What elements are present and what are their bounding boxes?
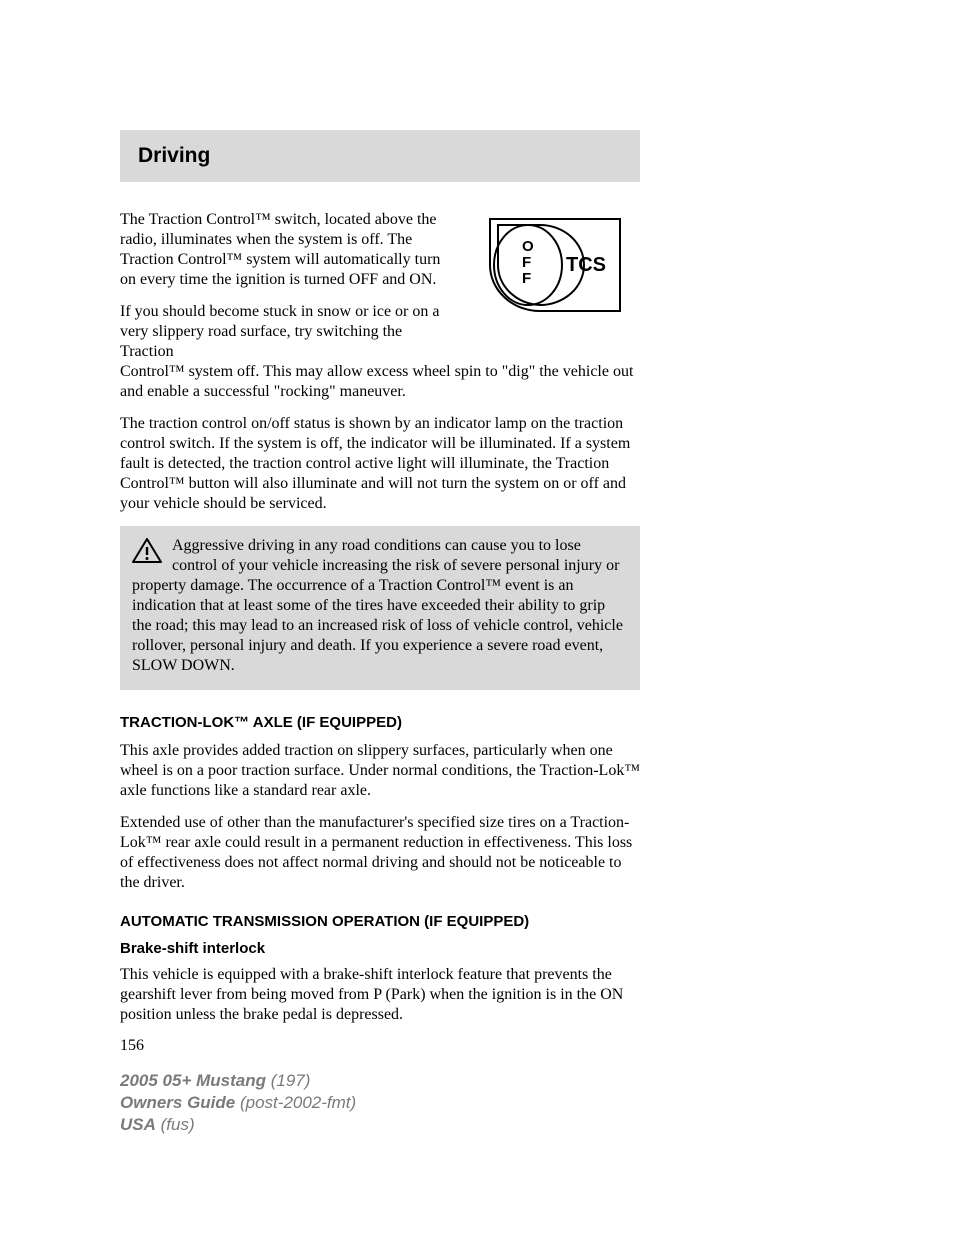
footer-line-2: Owners Guide (post-2002-fmt) [120, 1092, 356, 1114]
paragraph-1: The Traction Control™ switch, located ab… [120, 210, 450, 290]
footer-region: USA [120, 1115, 156, 1134]
traction-lok-p2: Extended use of other than the manufactu… [120, 813, 640, 893]
tcs-switch-figure: O F F TCS [470, 206, 640, 326]
paragraph-2b: Control™ system off. This may allow exce… [120, 362, 640, 402]
intro-text-column: The Traction Control™ switch, located ab… [120, 210, 450, 362]
page-content: Driving The Traction Control™ switch, lo… [120, 130, 640, 1055]
svg-text:F: F [522, 254, 531, 271]
heading-traction-lok: TRACTION-LOK™ AXLE (IF EQUIPPED) [120, 714, 640, 731]
paragraph-3: The traction control on/off status is sh… [120, 414, 640, 514]
tcs-switch-icon: O F F TCS [480, 211, 630, 321]
section-header-box: Driving [120, 130, 640, 182]
footer-code-3: (fus) [161, 1115, 195, 1134]
paragraph-2a: If you should become stuck in snow or ic… [120, 302, 450, 362]
footer-line-3: USA (fus) [120, 1114, 356, 1136]
page-number: 156 [120, 1037, 640, 1055]
section-title: Driving [138, 144, 622, 168]
svg-text:TCS: TCS [566, 254, 606, 276]
footer-code-2: (post-2002-fmt) [240, 1093, 356, 1112]
footer-code-1: (197) [271, 1071, 311, 1090]
warning-text: Aggressive driving in any road condition… [132, 537, 623, 674]
footer-model: 2005 05+ Mustang [120, 1071, 266, 1090]
traction-lok-p1: This axle provides added traction on sli… [120, 741, 640, 801]
footer-line-1: 2005 05+ Mustang (197) [120, 1070, 356, 1092]
intro-block: The Traction Control™ switch, located ab… [120, 210, 640, 362]
warning-icon [132, 538, 162, 570]
svg-text:O: O [522, 238, 534, 255]
heading-brake-shift: Brake-shift interlock [120, 940, 640, 957]
footer-guide: Owners Guide [120, 1093, 235, 1112]
warning-box: Aggressive driving in any road condition… [120, 526, 640, 690]
heading-auto-trans: AUTOMATIC TRANSMISSION OPERATION (IF EQU… [120, 913, 640, 930]
svg-text:F: F [522, 270, 531, 287]
brake-shift-p1: This vehicle is equipped with a brake-sh… [120, 965, 640, 1025]
page-footer: 2005 05+ Mustang (197) Owners Guide (pos… [120, 1070, 356, 1136]
